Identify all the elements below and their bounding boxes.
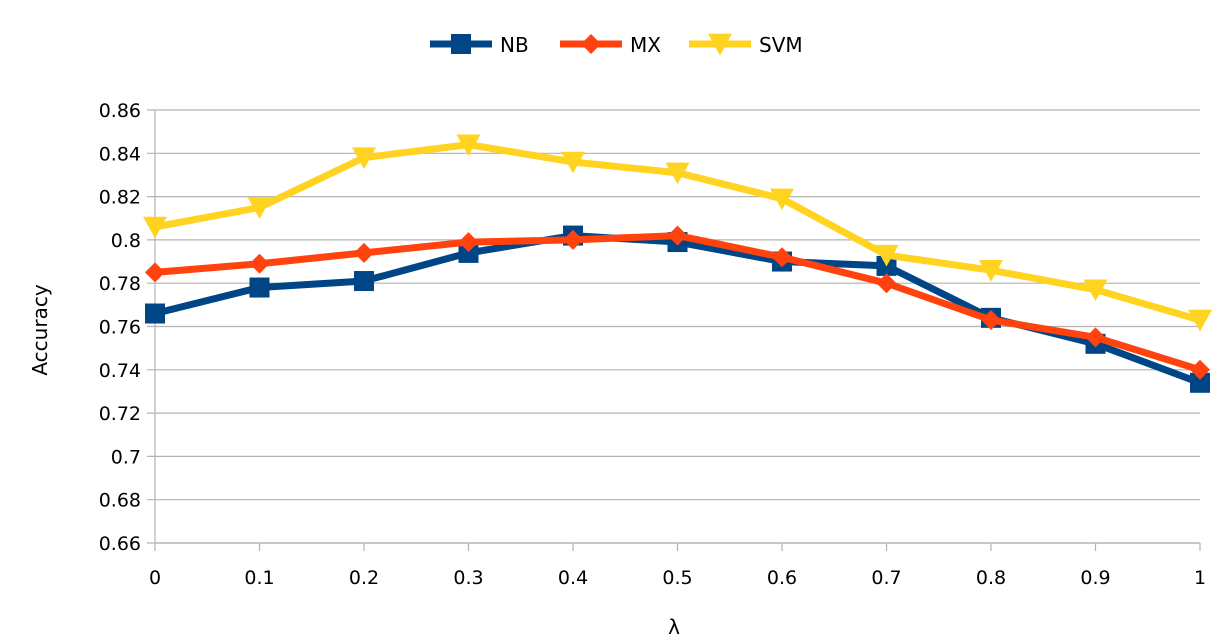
legend: NB MX SVM — [430, 33, 803, 57]
data-point-mx — [563, 229, 583, 250]
data-point-mx — [354, 242, 374, 263]
series-layer — [143, 134, 1212, 393]
data-point-svm — [1083, 279, 1108, 302]
data-point-mx — [667, 225, 688, 246]
legend-label: SVM — [759, 33, 803, 57]
legend-label: MX — [630, 33, 661, 57]
y-tick-label: 0.78 — [99, 273, 141, 295]
data-point-nb — [145, 303, 165, 324]
x-tick-label: 0.4 — [558, 567, 588, 589]
data-point-svm — [456, 134, 481, 157]
legend-item-svm: SVM — [689, 33, 803, 57]
data-point-mx — [1085, 327, 1106, 348]
data-point-mx — [249, 253, 270, 274]
data-point-svm — [874, 244, 899, 267]
x-tick-label: 0.1 — [244, 567, 274, 589]
legend-item-nb: NB — [430, 33, 529, 57]
data-point-mx — [1190, 359, 1210, 380]
data-point-svm — [352, 147, 376, 170]
data-point-nb — [249, 277, 270, 298]
x-tick-label: 0.2 — [349, 567, 379, 589]
data-point-nb — [458, 242, 479, 263]
x-tick-label: 0.8 — [976, 567, 1006, 589]
data-point-svm — [143, 216, 167, 239]
x-axis-title: λ — [668, 615, 680, 639]
data-point-mx — [981, 310, 1001, 331]
x-tick-label: 0.7 — [871, 567, 901, 589]
data-point-mx — [876, 273, 897, 294]
y-tick-label: 0.82 — [99, 187, 141, 209]
y-tick-label: 0.74 — [99, 360, 141, 382]
legend-swatch-marker — [581, 34, 601, 54]
legend-swatch-marker — [708, 33, 732, 56]
data-point-svm — [665, 162, 690, 185]
y-tick-labels: 0.66 0.68 0.7 0.72 0.74 0.76 0.78 0.8 0.82 0.84 0.… — [99, 100, 141, 555]
axes — [154, 110, 1201, 551]
y-tick-label: 0.68 — [99, 490, 141, 512]
x-tick-label: 0.5 — [662, 567, 692, 589]
data-point-svm — [561, 151, 585, 174]
x-tick-label: 0 — [149, 567, 161, 589]
y-tick-label: 0.86 — [99, 100, 141, 122]
data-point-svm — [770, 188, 794, 211]
y-tick-label: 0.66 — [99, 533, 141, 555]
legend-swatch-marker — [451, 34, 471, 54]
legend-item-mx: MX — [560, 33, 661, 57]
series-nb — [145, 225, 1210, 393]
y-tick-label: 0.72 — [99, 403, 141, 425]
data-point-mx — [458, 232, 479, 253]
x-tick-label: 0.6 — [767, 567, 797, 589]
data-point-svm — [979, 260, 1003, 282]
legend-label: NB — [500, 33, 529, 57]
data-point-svm — [247, 197, 272, 219]
y-tick-label: 0.7 — [111, 446, 141, 468]
y-tick-label: 0.8 — [111, 230, 141, 252]
y-tick-label: 0.84 — [99, 143, 141, 165]
data-point-nb — [354, 271, 374, 292]
y-axis-title: Accuracy — [28, 284, 52, 375]
y-tick-label: 0.76 — [99, 317, 141, 339]
series-svm — [143, 134, 1212, 332]
x-tick-labels: 0 0.1 0.2 0.3 0.4 0.5 0.6 0.7 0.8 0.9 1 — [149, 567, 1206, 589]
data-point-mx — [772, 247, 792, 268]
x-tick-label: 1 — [1194, 567, 1206, 589]
data-point-svm — [1188, 309, 1212, 332]
data-point-mx — [145, 262, 165, 283]
series-mx — [145, 225, 1210, 380]
series-line-mx — [154, 232, 1202, 374]
x-tick-label: 0.9 — [1080, 567, 1110, 589]
data-point-nb — [1190, 372, 1210, 393]
x-tick-label: 0.3 — [453, 567, 483, 589]
